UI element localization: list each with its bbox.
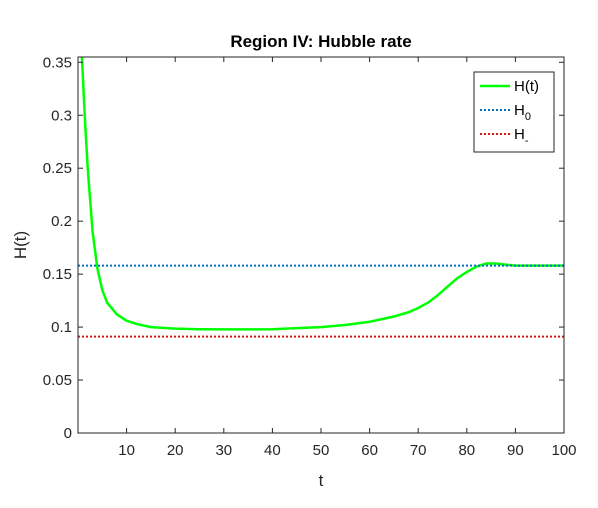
axes-layer: 10 20 30 40 50 60 70 80 90 100 0 0.05 0.1 0.15 0.2 0.25…: [43, 54, 577, 459]
x-tick-label: 90: [507, 442, 524, 459]
series-line-0: [80, 57, 564, 331]
x-tick-label: 100: [551, 442, 576, 459]
legend: H(t)H0H-: [473, 71, 555, 153]
x-tick-label: 10: [118, 442, 135, 459]
y-tick-label: 0.1: [51, 319, 72, 336]
x-tick-label: 80: [458, 442, 475, 459]
x-tick-label: 60: [361, 442, 378, 459]
y-tick-label: 0.25: [43, 160, 72, 177]
x-tick-label: 70: [410, 442, 427, 459]
y-axis-label: H(t): [11, 231, 30, 259]
x-tick-label: 50: [313, 442, 330, 459]
legend-entry-label: H(t): [514, 78, 539, 95]
x-tick-label: 40: [264, 442, 281, 459]
y-tick-label: 0.3: [51, 107, 72, 124]
x-tick-label: 20: [167, 442, 184, 459]
x-tick-label: 30: [215, 442, 232, 459]
chart-title: Region IV: Hubble rate: [230, 32, 411, 51]
y-tick-label: 0.05: [43, 372, 72, 389]
series-layer: [78, 57, 564, 338]
x-axis-label: t: [319, 471, 324, 490]
y-tick-label: 0.15: [43, 266, 72, 283]
y-tick-label: 0.2: [51, 213, 72, 230]
y-tick-label: 0.35: [43, 54, 72, 71]
y-tick-label: 0: [64, 425, 72, 442]
